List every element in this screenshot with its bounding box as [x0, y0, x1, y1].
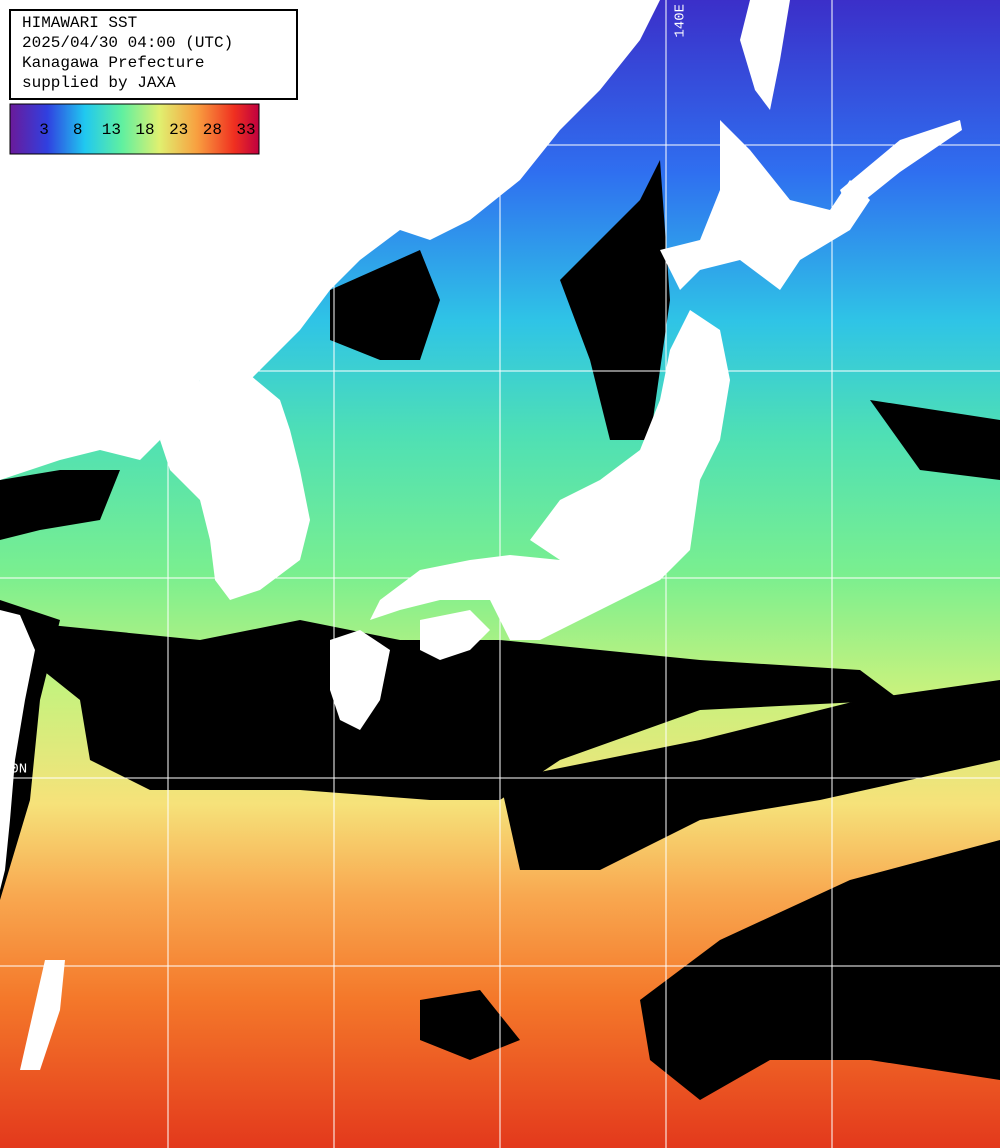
grid-labels: 40N 30N 140E — [2, 4, 689, 778]
colorbar-tick-label: 8 — [73, 121, 83, 139]
header-line: supplied by JAXA — [22, 74, 176, 92]
colorbar-tick-label: 28 — [203, 121, 222, 139]
colorbar-tick-label: 13 — [102, 121, 121, 139]
lat-label: 40N — [2, 355, 27, 371]
lon-label: 140E — [673, 4, 689, 38]
header-line: 2025/04/30 04:00 (UTC) — [22, 34, 233, 52]
colorbar — [9, 103, 260, 155]
colorbar-tick-label: 3 — [39, 121, 49, 139]
header-box — [9, 9, 298, 100]
colorbar-tick-label: 33 — [236, 121, 255, 139]
colorbar-tick-label: 23 — [169, 121, 188, 139]
colorbar-tick-label: 18 — [135, 121, 154, 139]
lat-label: 30N — [2, 762, 27, 778]
clouds — [0, 160, 1000, 1100]
header-line: Kanagawa Prefecture — [22, 54, 204, 72]
colorbar-ticks: 3 8 13 18 23 28 33 — [39, 121, 255, 139]
header: HIMAWARI SST 2025/04/30 04:00 (UTC) Kanaga… — [22, 14, 233, 92]
header-line: HIMAWARI SST — [22, 14, 137, 32]
